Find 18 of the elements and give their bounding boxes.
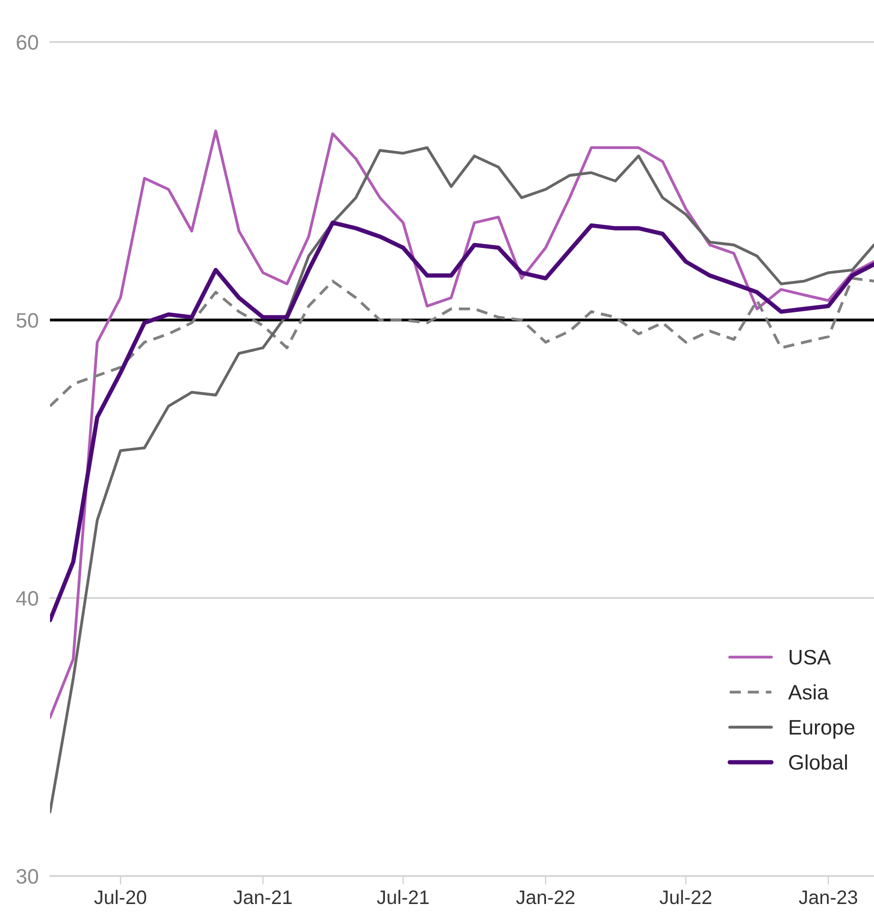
x-tick-label: Jan-22 xyxy=(516,890,574,904)
x-tick-label: Jul-22 xyxy=(660,890,712,904)
y-tick-label: 30 xyxy=(16,869,38,884)
legend-label: USA xyxy=(790,650,831,665)
line-series xyxy=(50,130,874,719)
y-tick-label: 40 xyxy=(16,591,38,606)
line-series xyxy=(50,276,874,408)
legend-label: Europe xyxy=(790,720,854,739)
x-tick-label: Jul-21 xyxy=(376,890,429,904)
legend-label: Global xyxy=(789,754,847,770)
x-tick-label: Jul-20 xyxy=(94,890,146,904)
x-tick-label: Jan-21 xyxy=(234,890,292,904)
line-series xyxy=(50,146,874,814)
x-tick-label: Jan-23 xyxy=(798,890,858,904)
y-tick-label: 50 xyxy=(16,313,38,328)
legend-label: Asia xyxy=(788,684,829,700)
y-tick-label: 60 xyxy=(16,35,38,50)
line-series xyxy=(50,220,874,622)
